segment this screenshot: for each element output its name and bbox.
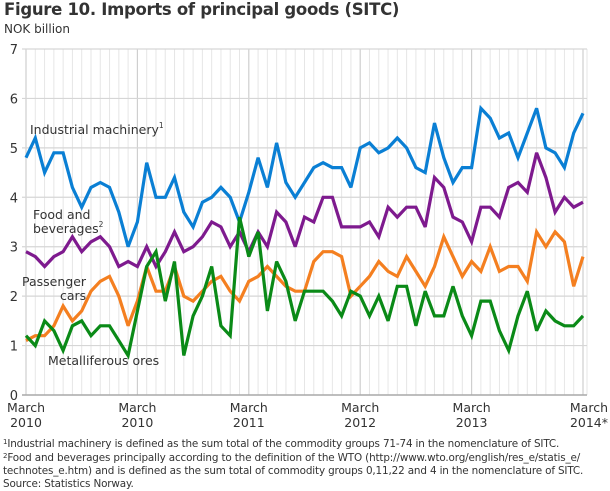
footnote-text: Food and beverages principally according… (7, 452, 581, 465)
y-tick-label: 6 (10, 92, 18, 107)
series-label-text: Food and (33, 207, 90, 222)
x-tick-label-year: 2013 (456, 415, 488, 430)
footnotes: 1Industrial machinery is defined as the … (3, 436, 608, 491)
footnote-2: 2Food and beverages principally accordin… (3, 450, 608, 464)
x-tick-label-month: March (570, 400, 608, 415)
x-tick-label-month: March (453, 400, 491, 415)
footnote-marker: 1 (3, 438, 8, 446)
y-tick-label: 2 (10, 290, 18, 305)
series-label-text: Passenger (22, 274, 87, 289)
x-tick-label-year: 2012 (344, 415, 376, 430)
footnote-2-continued: technotes_e.htm) and is defined as the s… (3, 465, 608, 477)
series-line-food-and-beverages (25, 152, 584, 270)
x-tick-label-month: March (118, 400, 156, 415)
series-line-metalliferous-ores (24, 216, 585, 360)
source-note: Source: Statistics Norway. (3, 478, 134, 491)
footnote-text: Industrial machinery is defined as the s… (7, 438, 560, 450)
vertical-gridlines (25, 49, 588, 395)
y-tick-label: 5 (10, 142, 18, 157)
series-lines (24, 104, 585, 360)
footnote-text: technotes_e.htm) and is defined as the s… (3, 464, 584, 477)
series-label-text: cars (60, 288, 86, 303)
y-tick-label: 1 (10, 340, 18, 355)
series-line-industrial-machinery (24, 104, 585, 248)
series-label-text: Industrial machinery1 (30, 121, 164, 137)
y-tick-label: 4 (10, 191, 18, 206)
series-label: Metalliferous ores (48, 353, 159, 368)
horizontal-gridlines (22, 48, 587, 347)
y-tick-label: 0 (10, 389, 18, 404)
x-tick-label-year: 2011 (233, 415, 265, 430)
footnote-marker: 2 (3, 452, 8, 461)
x-tick-label-year: 2010 (121, 415, 153, 430)
series-label-text: beverages2 (33, 220, 104, 236)
chart-title: Figure 10. Imports of principal goods (S… (4, 0, 400, 19)
y-tick-label: 3 (10, 241, 18, 256)
x-tick-label-year: 2014* (570, 415, 608, 430)
y-tick-label: 7 (10, 43, 18, 58)
x-axis-tick-labels: March2010March2010March2011March2012Marc… (7, 400, 608, 430)
x-tick-label-month: March (341, 400, 379, 415)
y-axis-unit-label: NOK billion (4, 22, 71, 36)
footnote-1: 1Industrial machinery is defined as the … (3, 436, 608, 450)
footnote-marker: 1 (159, 121, 164, 130)
x-tick-label-year: 2010 (10, 415, 42, 430)
series-label: Industrial machinery1 (30, 121, 164, 137)
x-tick-label-month: March (7, 400, 45, 415)
y-axis-tick-labels: 0 1 2 3 4 5 6 7 (10, 43, 18, 404)
x-tick-label-month: March (230, 400, 268, 415)
footnote-marker: 2 (99, 220, 104, 229)
series-label-text: Metalliferous ores (48, 353, 159, 368)
